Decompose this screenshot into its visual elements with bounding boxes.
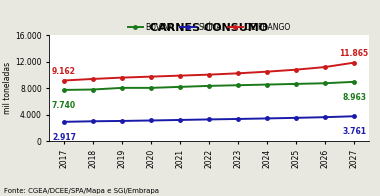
Text: 9.162: 9.162 [52,67,76,76]
DE FRANGO [294,69,298,71]
DE FRANGO [120,76,124,79]
Line: BOVINA: BOVINA [62,80,356,92]
BOVINA [265,83,269,86]
Y-axis label: mil toneladas: mil toneladas [3,62,13,114]
DE FRANGO [323,66,327,68]
BOVINA [178,86,182,88]
BOVINA [149,87,153,89]
Text: 3.761: 3.761 [342,127,366,136]
SUÍNA [352,115,356,117]
SUÍNA [120,120,124,122]
SUÍNA [178,119,182,121]
SUÍNA [236,118,240,120]
Line: DE FRANGO: DE FRANGO [62,61,356,82]
SUÍNA [91,120,95,122]
BOVINA [236,84,240,86]
SUÍNA [207,118,211,121]
DE FRANGO [236,72,240,74]
SUÍNA [149,119,153,122]
Text: Fonte: CGEA/DCEE/SPA/Mapa e SGI/Embrapa: Fonte: CGEA/DCEE/SPA/Mapa e SGI/Embrapa [4,188,159,194]
Title: CARNES CONSUMO: CARNES CONSUMO [150,23,268,33]
DE FRANGO [149,75,153,78]
DE FRANGO [62,79,66,82]
SUÍNA [265,117,269,120]
Legend: BOVINA, SUÍNA, DE FRANGO: BOVINA, SUÍNA, DE FRANGO [125,20,293,35]
BOVINA [207,85,211,87]
Text: 8.963: 8.963 [342,93,366,102]
BOVINA [91,88,95,91]
SUÍNA [294,117,298,119]
DE FRANGO [91,78,95,80]
DE FRANGO [207,74,211,76]
DE FRANGO [178,74,182,77]
Text: 2.917: 2.917 [52,133,76,142]
BOVINA [62,89,66,91]
Text: 11.865: 11.865 [339,49,369,58]
BOVINA [352,81,356,83]
BOVINA [294,83,298,85]
DE FRANGO [352,62,356,64]
Line: SUÍNA: SUÍNA [62,114,356,123]
SUÍNA [62,121,66,123]
Text: 7.740: 7.740 [52,101,76,110]
BOVINA [120,87,124,89]
SUÍNA [323,116,327,118]
DE FRANGO [265,71,269,73]
BOVINA [323,82,327,84]
